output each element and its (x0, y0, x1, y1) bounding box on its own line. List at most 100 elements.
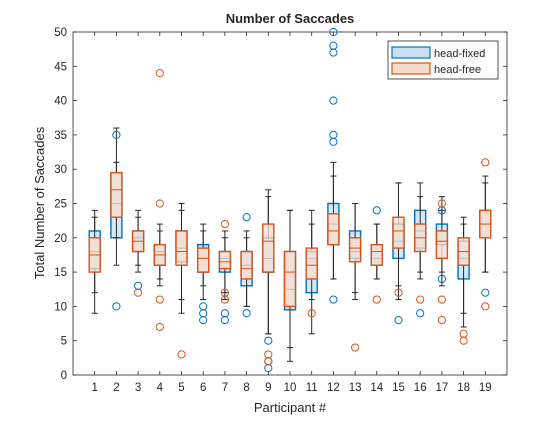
legend: head-fixed head-free (387, 40, 499, 80)
outlier-point (242, 309, 251, 318)
outlier-point (437, 316, 446, 325)
box-head-free-13 (348, 203, 362, 352)
box-head-free-18 (457, 223, 470, 345)
chart-title: Number of Saccades (226, 11, 355, 26)
x-tick-label: 19 (479, 382, 492, 394)
y-tick-label: 10 (54, 301, 67, 313)
box-head-free-1 (88, 216, 101, 294)
x-tick-label: 3 (135, 382, 141, 394)
y-tick-label: 15 (54, 267, 67, 279)
outlier-point (394, 288, 403, 297)
box-body (435, 230, 449, 260)
box-body (305, 247, 318, 280)
outlier-point (372, 206, 381, 215)
box-head-free-3 (131, 209, 145, 297)
x-tick-label: 10 (284, 382, 297, 394)
outlier-point (329, 41, 338, 50)
legend-label-head-free: head-free (434, 64, 481, 76)
outlier-point (242, 213, 251, 222)
box-head-free-17 (435, 199, 449, 325)
box-head-free-19 (479, 158, 492, 311)
outlier-point (199, 302, 208, 311)
outlier-point (155, 322, 164, 332)
x-axis-label: Participant # (254, 400, 327, 415)
legend-swatch-head-free (391, 62, 431, 75)
x-tick-label: 17 (436, 382, 449, 394)
outlier-point (394, 316, 403, 325)
outlier-point (329, 130, 338, 139)
box-head-free-16 (414, 196, 427, 304)
y-tick-label: 25 (54, 199, 67, 211)
outlier-point (264, 350, 273, 359)
x-tick-label: 7 (222, 382, 228, 394)
outlier-point (416, 309, 425, 318)
outlier-point (220, 309, 229, 318)
y-tick-label: 45 (54, 61, 67, 73)
y-tick-label: 30 (54, 164, 67, 176)
x-tick-label: 12 (327, 382, 340, 394)
y-axis-label: Total Number of Saccades (32, 126, 47, 279)
outlier-point (177, 350, 186, 359)
outlier-point (112, 130, 121, 139)
outlier-point (481, 288, 490, 297)
outlier-point (155, 69, 164, 78)
box-head-free-8 (240, 237, 253, 307)
box-body (327, 213, 340, 246)
box-body (348, 237, 362, 263)
outlier-point (112, 302, 121, 311)
outlier-point (459, 329, 468, 338)
y-tick-label: 0 (61, 370, 67, 382)
outlier-point (220, 219, 229, 229)
outlier-point (220, 288, 229, 297)
x-tick-label: 2 (113, 382, 119, 394)
box-head-free-9 (262, 189, 275, 366)
outlier-point (437, 199, 446, 208)
outlier-point (481, 158, 490, 167)
box-body (392, 216, 405, 249)
x-tick-label: 18 (457, 382, 470, 394)
box-head-free-5 (175, 203, 188, 359)
outlier-point (329, 96, 338, 105)
outlier-point (264, 336, 273, 345)
box-head-free-6 (196, 230, 210, 287)
outlier-point (155, 295, 164, 304)
outlier-point (416, 295, 425, 304)
box-body (110, 171, 123, 218)
y-tick-label: 40 (54, 96, 67, 108)
outlier-point (372, 295, 381, 304)
box-body (262, 223, 275, 273)
x-tick-label: 11 (306, 382, 318, 394)
box-head-free-4 (153, 69, 167, 332)
outlier-point (307, 309, 316, 318)
outlier-point (329, 295, 338, 304)
box-head-free-7 (218, 219, 232, 304)
outlier-point (155, 199, 164, 208)
outlier-point (351, 343, 360, 352)
x-tick-label: 9 (265, 382, 271, 394)
x-tick-label: 14 (370, 382, 383, 394)
box-head-free-12 (327, 175, 340, 280)
box-body (370, 243, 383, 266)
x-tick-label: 15 (392, 382, 405, 394)
y-tick-label: 20 (54, 233, 67, 245)
x-tick-label: 8 (243, 382, 249, 394)
outlier-point (437, 295, 446, 304)
outlier-point (134, 288, 143, 297)
outlier-point (481, 302, 490, 311)
x-tick-label: 6 (200, 382, 206, 394)
outlier-point (329, 27, 338, 37)
legend-label-head-fixed: head-fixed (434, 48, 485, 60)
y-tick-label: 5 (61, 336, 67, 348)
x-tick-label: 13 (349, 382, 362, 394)
x-tick-label: 4 (157, 382, 164, 394)
box-body (283, 250, 297, 308)
legend-swatch-head-fixed (391, 46, 431, 59)
y-tick-label: 50 (54, 27, 67, 39)
x-tick-label: 16 (414, 382, 427, 394)
box-head-free-10 (283, 209, 297, 349)
y-tick-label: 35 (54, 130, 67, 142)
box-body (175, 230, 188, 266)
